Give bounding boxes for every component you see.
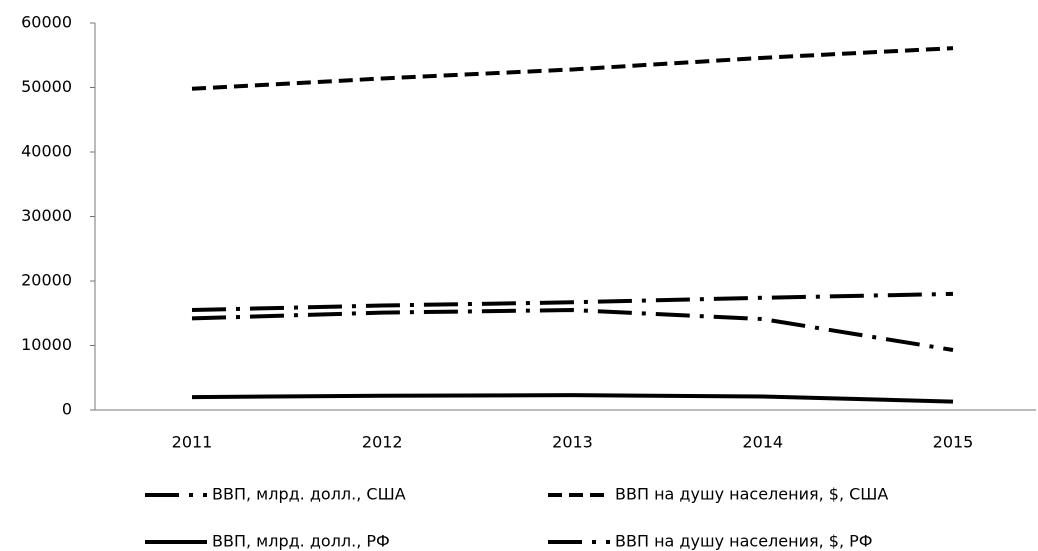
legend-label: ВВП на душу населения, $, РФ — [615, 532, 873, 551]
legend-label: ВВП, млрд. долл., США — [212, 485, 406, 504]
series-line — [191, 308, 954, 352]
x-tick-label: 2011 — [172, 433, 213, 452]
legend-label: ВВП на душу населения, $, США — [615, 485, 888, 504]
y-tick-label: 60000 — [21, 13, 72, 32]
y-tick-label: 20000 — [21, 271, 72, 290]
x-tick-label: 2013 — [552, 433, 593, 452]
legend-label: ВВП, млрд. долл., РФ — [212, 532, 390, 551]
x-tick-label: 2014 — [742, 433, 783, 452]
y-tick-label: 40000 — [21, 142, 72, 161]
x-tick-label: 2012 — [362, 433, 403, 452]
y-tick-label: 50000 — [21, 77, 72, 96]
y-tick-label: 30000 — [21, 206, 72, 225]
x-tick-label: 2015 — [933, 433, 974, 452]
y-tick-label: 0 — [62, 400, 72, 419]
y-tick-label: 10000 — [21, 335, 72, 354]
series-line — [191, 393, 954, 404]
series-line — [191, 46, 954, 91]
series-line — [191, 291, 954, 313]
